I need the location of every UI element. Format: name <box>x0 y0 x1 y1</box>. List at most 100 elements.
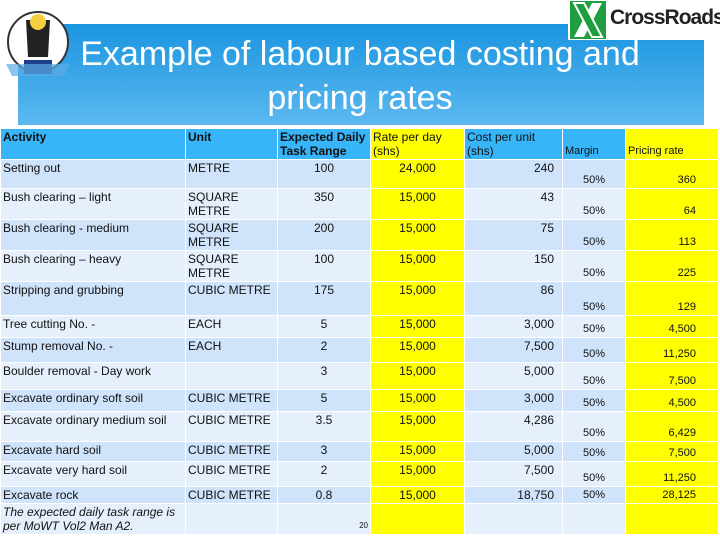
rate-cell: 15,000 <box>370 461 465 487</box>
activity-cell: Excavate ordinary soft soil <box>0 389 186 412</box>
task-range-cell: 100 <box>277 159 371 189</box>
cost-cell: 240 <box>464 159 563 189</box>
rate-cell: 15,000 <box>370 250 465 282</box>
pricing-rate-cell: 11,250 <box>625 461 719 487</box>
unit-cell: METRE <box>185 159 278 189</box>
empty-cell <box>562 503 626 535</box>
crossroads-logo-text: CrossRoads <box>610 6 720 29</box>
unit-cell: CUBIC METRE <box>185 411 278 442</box>
unit-cell: SQUARE METRE <box>185 250 278 282</box>
footnote: The expected daily task range is per MoW… <box>0 503 186 535</box>
pricing-rate-cell: 129 <box>625 281 719 316</box>
activity-cell: Stripping and grubbing <box>0 281 186 316</box>
rate-cell: 15,000 <box>370 337 465 363</box>
empty-cell <box>370 503 465 535</box>
task-range-cell: 350 <box>277 188 371 220</box>
activity-cell: Excavate rock <box>0 486 186 504</box>
pricing-rate-cell: 7,500 <box>625 362 719 390</box>
table-row: Excavate hard soil CUBIC METRE 3 15,000 5,00… <box>0 441 719 462</box>
header-unit: Unit <box>185 128 278 160</box>
activity-cell: Setting out <box>0 159 186 189</box>
task-range-cell: 5 <box>277 315 371 338</box>
header-cost: Cost per unit (shs) <box>464 128 563 160</box>
rate-cell: 15,000 <box>370 486 465 504</box>
crossroads-logo: CrossRoads <box>568 0 720 40</box>
task-range-cell: 100 <box>277 250 371 282</box>
unit-cell: CUBIC METRE <box>185 461 278 487</box>
table-row: Bush clearing - medium SQUARE METRE 200 15,… <box>0 219 719 251</box>
margin-cell: 50% <box>562 250 626 282</box>
margin-cell: 50% <box>562 281 626 316</box>
activity-cell: Excavate hard soil <box>0 441 186 462</box>
header-task-range: Expected Daily Task Range <box>277 128 371 160</box>
table-row: Excavate ordinary soft soil CUBIC METRE 5 1… <box>0 389 719 412</box>
table-row: Tree cutting No. - EACH 5 15,000 3,000 50% 4,5… <box>0 315 719 338</box>
pricing-rate-cell: 113 <box>625 219 719 251</box>
cost-cell: 4,286 <box>464 411 563 442</box>
table-row: Bush clearing – heavy SQUARE METRE 100 15,0… <box>0 250 719 282</box>
table-row: Excavate very hard soil CUBIC METRE 2 15,00… <box>0 461 719 487</box>
task-range-cell: 2 <box>277 337 371 363</box>
cost-cell: 86 <box>464 281 563 316</box>
rate-cell: 15,000 <box>370 188 465 220</box>
activity-cell: Boulder removal - Day work <box>0 362 186 390</box>
empty-cell <box>185 503 278 535</box>
header-activity: Activity <box>0 128 186 160</box>
school-crest-logo <box>6 11 70 76</box>
cost-cell: 3,000 <box>464 315 563 338</box>
activity-cell: Stump removal No. - <box>0 337 186 363</box>
cost-cell: 3,000 <box>464 389 563 412</box>
header-pricing-rate: Pricing rate <box>625 128 719 160</box>
task-range-cell: 3.5 <box>277 411 371 442</box>
margin-cell: 50% <box>562 389 626 412</box>
pricing-rate-cell: 28,125 <box>625 486 719 504</box>
rate-cell: 15,000 <box>370 219 465 251</box>
cost-cell: 7,500 <box>464 461 563 487</box>
table-row: Bush clearing – light SQUARE METRE 350 15,0… <box>0 188 719 220</box>
unit-cell: CUBIC METRE <box>185 486 278 504</box>
unit-cell: CUBIC METRE <box>185 281 278 316</box>
empty-cell <box>625 503 719 535</box>
pricing-rate-cell: 6,429 <box>625 411 719 442</box>
unit-cell: CUBIC METRE <box>185 389 278 412</box>
margin-cell: 50% <box>562 337 626 363</box>
table-row: Excavate rock CUBIC METRE 0.8 15,000 18,750 5… <box>0 486 719 504</box>
cost-cell: 43 <box>464 188 563 220</box>
title-banner <box>18 24 704 125</box>
unit-cell: EACH <box>185 315 278 338</box>
activity-cell: Bush clearing – heavy <box>0 250 186 282</box>
rate-cell: 15,000 <box>370 411 465 442</box>
cost-cell: 5,000 <box>464 441 563 462</box>
note-row: The expected daily task range is per MoW… <box>0 503 719 535</box>
margin-cell: 50% <box>562 219 626 251</box>
task-range-cell: 175 <box>277 281 371 316</box>
activity-cell: Bush clearing – light <box>0 188 186 220</box>
rate-cell: 15,000 <box>370 315 465 338</box>
pricing-rate-cell: 360 <box>625 159 719 189</box>
pricing-rate-cell: 7,500 <box>625 441 719 462</box>
task-range-cell: 0.8 <box>277 486 371 504</box>
margin-cell: 50% <box>562 441 626 462</box>
rate-cell: 15,000 <box>370 441 465 462</box>
unit-cell: CUBIC METRE <box>185 441 278 462</box>
unit-cell: EACH <box>185 337 278 363</box>
empty-cell <box>464 503 563 535</box>
rate-cell: 15,000 <box>370 362 465 390</box>
pricing-rate-cell: 4,500 <box>625 389 719 412</box>
pricing-rate-cell: 64 <box>625 188 719 220</box>
table-row: Stump removal No. - EACH 2 15,000 7,500 50% 11… <box>0 337 719 363</box>
margin-cell: 50% <box>562 188 626 220</box>
pricing-rate-cell: 4,500 <box>625 315 719 338</box>
page-number: 20 <box>277 503 371 535</box>
table-row: Setting out METRE 100 24,000 240 50% 360 <box>0 159 719 189</box>
margin-cell: 50% <box>562 461 626 487</box>
costing-table: Activity Unit Expected Daily Task Range … <box>0 128 719 535</box>
margin-cell: 50% <box>562 362 626 390</box>
unit-cell: SQUARE METRE <box>185 188 278 220</box>
header-row: Activity Unit Expected Daily Task Range … <box>0 128 719 160</box>
margin-cell: 50% <box>562 486 626 504</box>
margin-cell: 50% <box>562 411 626 442</box>
table-row: Excavate ordinary medium soil CUBIC METRE… <box>0 411 719 442</box>
header-rate: Rate per day (shs) <box>370 128 465 160</box>
cost-cell: 150 <box>464 250 563 282</box>
